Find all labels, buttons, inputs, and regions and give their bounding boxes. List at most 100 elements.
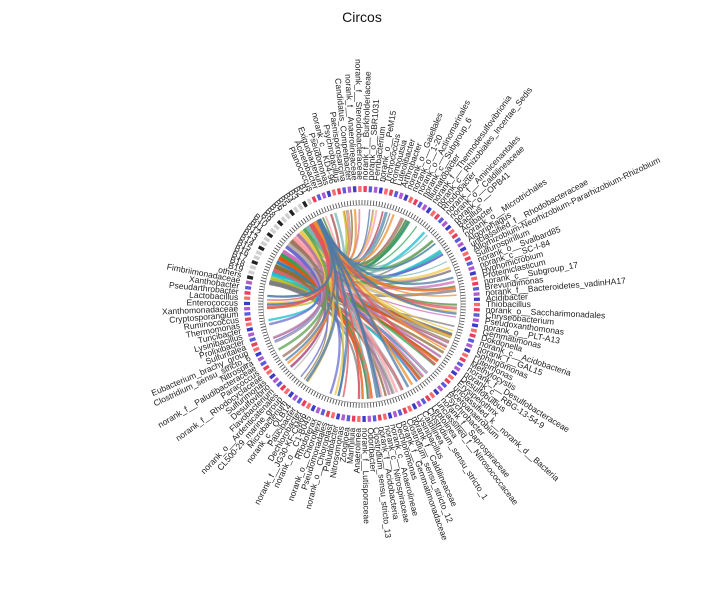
segment-block [471, 323, 479, 328]
segment-block [382, 413, 388, 420]
axis-tick [263, 336, 269, 340]
axis-tick [449, 255, 455, 259]
segment-block [358, 186, 362, 193]
axis-tick [436, 235, 441, 240]
axis-tick [310, 390, 314, 395]
axis-tick [430, 374, 435, 379]
axis-tick [318, 209, 322, 215]
segment-block [451, 232, 459, 240]
segment-block [315, 406, 321, 414]
axis-tick [455, 336, 461, 340]
axis-tick [410, 213, 414, 218]
segment-block [398, 192, 404, 200]
axis-tick [305, 216, 309, 221]
axis-tick [259, 285, 265, 288]
axis-tick [392, 204, 395, 210]
axis-tick [302, 217, 307, 223]
axis-tick [410, 390, 414, 395]
segment-block [432, 388, 440, 396]
segment-block [461, 352, 469, 358]
segment-block [406, 405, 413, 413]
taxon-label: Lactobacillus [189, 290, 239, 302]
segment-block [320, 408, 326, 416]
axis-tick [349, 402, 352, 408]
segment-block [424, 394, 432, 402]
sample-label: B4 [282, 191, 296, 205]
segment-block [441, 220, 448, 228]
segment-block [373, 186, 378, 193]
axis-tick [313, 211, 317, 217]
segment-block [428, 391, 436, 399]
segment-block [397, 409, 403, 416]
tick-ring [258, 200, 466, 408]
segment-block [284, 212, 292, 220]
axis-tick [449, 349, 455, 353]
axis-tick [281, 237, 286, 242]
segment-block [257, 355, 265, 362]
segment-block [420, 397, 427, 405]
axis-tick [389, 398, 392, 404]
axis-tick [394, 397, 398, 403]
segment-block [473, 313, 480, 317]
segment-block [466, 260, 474, 267]
segment-block [473, 307, 480, 312]
axis-tick [275, 244, 281, 249]
chord-link [280, 254, 369, 399]
axis-tick [426, 225, 431, 230]
axis-tick [262, 334, 268, 337]
segment-block [245, 280, 253, 285]
axis-tick [318, 393, 322, 399]
taxon-label: Thiobacillus [486, 299, 531, 309]
segment-block [447, 373, 455, 381]
axis-tick [266, 342, 271, 345]
segment-block [283, 387, 291, 395]
axis-tick [295, 223, 300, 228]
segment-block [352, 186, 357, 193]
axis-tick [289, 374, 294, 379]
axis-tick [405, 210, 409, 216]
segment-block [321, 192, 327, 199]
axis-tick [289, 229, 294, 234]
axis-tick [443, 244, 449, 249]
axis-tick [375, 401, 378, 407]
segment-block [363, 186, 367, 193]
axis-tick [261, 328, 267, 331]
axis-tick [386, 399, 389, 405]
segment-block [341, 414, 346, 421]
axis-tick [349, 200, 352, 206]
segment-block [262, 364, 270, 371]
axis-tick [258, 291, 264, 294]
segment-block [464, 255, 472, 262]
segment-block [383, 188, 389, 195]
axis-tick [428, 227, 433, 232]
segment-block [247, 332, 255, 337]
axis-tick [287, 231, 292, 236]
segment-block [336, 188, 342, 195]
segment-block [288, 209, 296, 217]
chord-link [277, 228, 329, 351]
segment-block [244, 291, 251, 295]
segment-block [248, 269, 255, 275]
axis-tick [291, 376, 296, 381]
axis-tick [457, 328, 463, 331]
taxon-label: norank_f__Lutisporaceae [360, 428, 372, 524]
axis-tick [446, 249, 452, 254]
axis-tick [419, 383, 424, 389]
axis-tick [268, 257, 274, 261]
axis-tick [298, 221, 302, 226]
sample-label: B1 [297, 182, 311, 196]
axis-tick [326, 397, 330, 403]
axis-tick [343, 401, 346, 407]
axis-tick [260, 280, 266, 282]
segment-block [257, 245, 265, 252]
segment-block [444, 224, 452, 232]
segment-block [280, 216, 288, 223]
axis-tick [323, 206, 327, 212]
axis-tick [283, 235, 288, 240]
segment-block [253, 254, 261, 261]
segment-block [469, 333, 476, 339]
axis-tick [402, 209, 406, 215]
taxon-label: norank_f__Burkholderiaceae [360, 71, 373, 180]
axis-tick [267, 260, 273, 264]
chord-link [317, 209, 371, 261]
